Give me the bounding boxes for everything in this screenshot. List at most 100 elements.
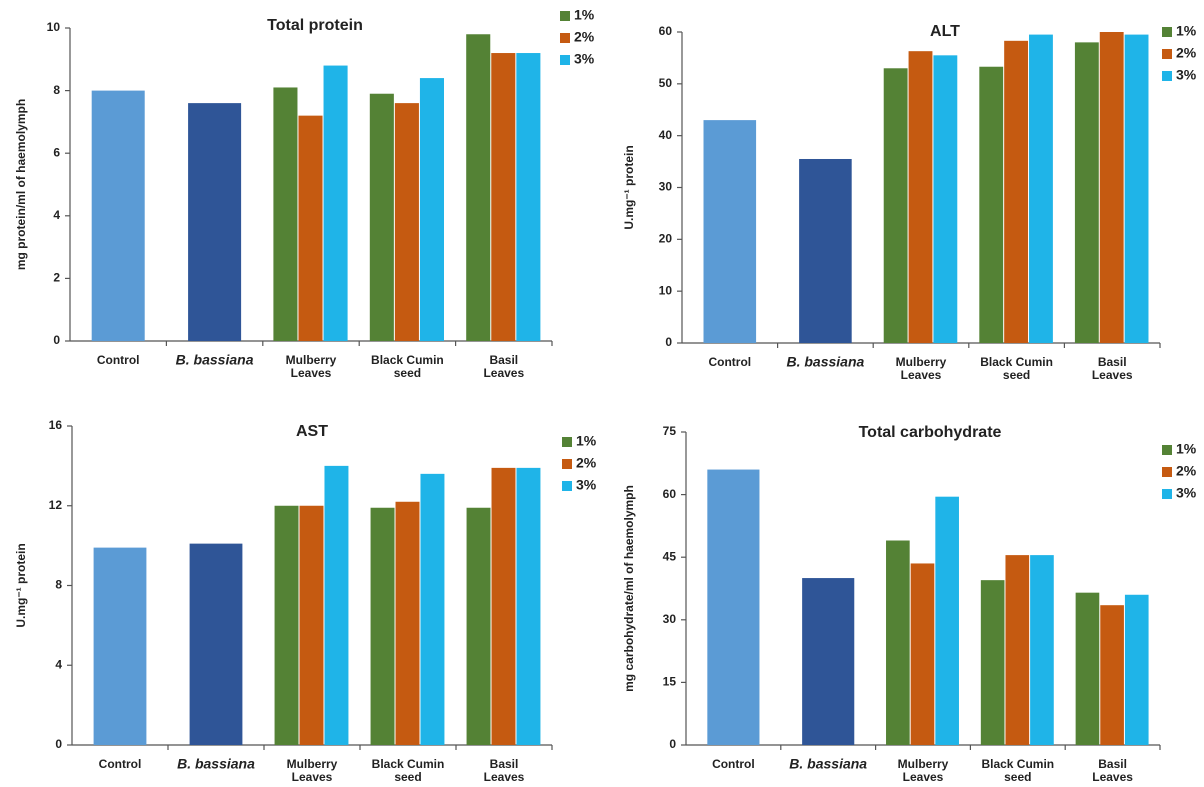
legend-label: 1% [1176,441,1197,457]
legend-swatch [1162,445,1172,455]
y-tick-label: 6 [53,145,60,159]
bar [516,53,541,341]
legend-swatch [1162,27,1172,37]
legend-label: 3% [1176,485,1197,501]
y-tick-label: 50 [659,76,673,90]
x-tick-label: Black Cumin seed [980,355,1053,382]
y-tick-label: 10 [659,283,673,297]
y-axis-label: U.mg⁻¹ protein [622,145,636,229]
x-tick-label: Basil Leaves [483,353,524,380]
bar [883,68,908,344]
legend-swatch [1162,489,1172,499]
chart-title: Total carbohydrate [859,424,1002,441]
x-tick-label: Control [708,355,751,369]
x-tick-label: Mulberry Leaves [286,353,337,380]
bar [935,496,959,745]
y-tick-label: 4 [55,657,62,671]
legend-label: 1% [574,7,595,23]
y-tick-label: 40 [659,128,673,142]
bar [369,93,394,341]
bar [394,103,419,342]
legend-swatch [562,437,572,447]
bar [1004,40,1029,343]
x-tick-label: Control [712,757,755,771]
bar [299,505,324,745]
y-tick-label: 30 [659,180,673,194]
legend-label: 2% [574,29,595,45]
y-tick-label: 4 [53,208,60,222]
legend-swatch [562,459,572,469]
bar [707,469,760,745]
y-tick-label: 30 [663,612,677,626]
bar [419,78,444,341]
chart-title: Total protein [267,17,363,34]
bar [703,120,757,343]
y-tick-label: 0 [665,335,672,349]
bar [799,158,852,343]
x-tick-label: B. bassiana [177,756,255,772]
legend-label: 3% [576,477,597,493]
y-tick-label: 2 [53,271,60,285]
x-tick-label: Control [99,757,142,771]
x-tick-label: Black Cumin seed [371,353,444,380]
legend-label: 2% [1176,45,1197,61]
y-tick-label: 16 [49,418,63,432]
x-tick-label: B. bassiana [789,756,867,772]
bar [908,51,933,343]
legend-label: 2% [1176,463,1197,479]
bar [980,580,1005,745]
x-tick-label: Mulberry Leaves [287,757,338,784]
y-tick-label: 8 [55,578,62,592]
bar [1124,34,1149,343]
legend-swatch [560,11,570,21]
bar [93,547,147,745]
bar [1029,34,1053,343]
y-tick-label: 0 [669,737,676,751]
x-tick-label: B. bassiana [786,354,864,370]
y-tick-label: 45 [663,549,677,563]
bar [491,467,516,745]
bar [370,507,395,745]
legend-swatch [560,55,570,65]
bar [1075,592,1100,745]
y-tick-label: 15 [663,675,677,689]
bar [491,53,516,341]
bar [1100,605,1124,745]
y-tick-label: 75 [663,424,677,438]
bar [910,563,935,745]
bar [273,87,298,341]
y-tick-label: 12 [49,498,63,512]
bar [1030,555,1054,745]
legend-swatch [1162,71,1172,81]
bar [324,465,349,745]
bar [886,540,910,745]
y-tick-label: 20 [659,232,673,246]
bar [298,115,323,341]
bar [274,505,299,745]
x-tick-label: B. bassiana [176,352,254,368]
bar [979,66,1004,343]
x-tick-label: Mulberry Leaves [898,757,949,784]
bar [1074,42,1099,343]
bar [1005,555,1030,745]
bar [1099,32,1124,343]
legend-label: 2% [576,455,597,471]
legend-label: 3% [574,51,595,67]
chart-title: AST [296,423,328,440]
bar [516,467,541,745]
x-tick-label: Black Cumin seed [372,757,445,784]
bar [420,473,445,745]
x-tick-label: Basil Leaves [1092,757,1133,784]
y-tick-label: 0 [55,737,62,751]
legend-label: 1% [1176,23,1197,39]
x-tick-label: Control [97,353,140,367]
legend-swatch [562,481,572,491]
x-tick-label: Basil Leaves [1092,355,1133,382]
y-axis-label: U.mg⁻¹ protein [14,543,28,627]
bar [1124,594,1149,745]
y-axis-label: mg carbohydrate/ml of haemolymph [622,485,636,692]
x-tick-label: Mulberry Leaves [896,355,947,382]
bar [466,34,491,341]
bar [188,103,242,342]
bar [189,543,243,745]
